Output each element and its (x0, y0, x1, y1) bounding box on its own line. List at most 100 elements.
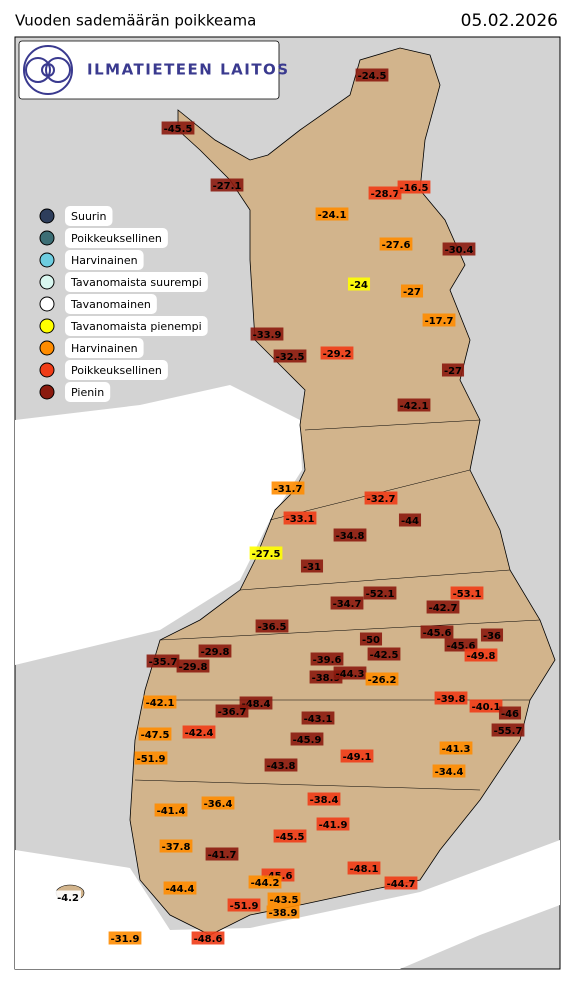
station-label: -44.2 (251, 878, 280, 889)
station-label-box (420, 625, 454, 639)
station-label-box (432, 764, 466, 778)
station-label: -41.4 (157, 806, 186, 817)
station-label-box (355, 68, 389, 82)
station-label: -42.1 (400, 401, 429, 412)
legend-marker (39, 252, 55, 268)
station-label: -27 (444, 366, 462, 377)
station-label-box (422, 313, 456, 327)
station-label-box (161, 121, 195, 135)
station-label-box (367, 647, 401, 661)
station-label-box (154, 803, 188, 817)
station-label: -44.3 (336, 669, 365, 680)
legend-marker (39, 384, 55, 400)
legend-label: Suurin (71, 210, 107, 223)
legend-label-box (65, 360, 168, 380)
legend: Suurin Poikkeuksellinen Harvinainen Tavanom… (39, 206, 208, 402)
station-label: -42.5 (370, 650, 399, 661)
legend-label: Harvinainen (71, 342, 138, 355)
station-label: -39.6 (313, 655, 342, 666)
station-label-box (290, 732, 324, 746)
station-label-box (320, 346, 354, 360)
station-label: -38.9 (312, 673, 341, 684)
station-label-box (398, 513, 422, 527)
station-label: -31.7 (274, 484, 303, 495)
station-label: -47.5 (141, 730, 170, 741)
station-label: -30.4 (445, 245, 474, 256)
station-label: -24 (350, 280, 368, 291)
legend-marker (39, 340, 55, 356)
station-label: -34.8 (336, 531, 365, 542)
station-label: -39.8 (437, 694, 466, 705)
station-label: -24.1 (318, 210, 347, 221)
station-label-box (266, 905, 300, 919)
station-label: -32.7 (367, 494, 396, 505)
station-label-box (198, 644, 232, 658)
station-label: -45.9 (293, 735, 322, 746)
station-label-box (379, 237, 413, 251)
station-label-box (315, 207, 349, 221)
station-label: -27.1 (213, 181, 242, 192)
station-label-box (444, 638, 478, 652)
station-label-box (491, 723, 525, 737)
legend-label-box (65, 382, 111, 402)
station-label: -42.1 (146, 698, 175, 709)
station-label: -26.2 (368, 675, 397, 686)
legend-label: Poikkeuksellinen (71, 364, 162, 377)
station-label: -44.4 (166, 884, 195, 895)
legend-label: Tavanomainen (70, 298, 151, 311)
station-label-box (442, 242, 476, 256)
station-label-box (330, 596, 364, 610)
station-label-box (480, 628, 504, 642)
legend-label: Tavanomaista pienempi (70, 320, 202, 333)
station-label: -24.5 (358, 71, 387, 82)
station-label-box (191, 931, 225, 945)
station-label-box (439, 741, 473, 755)
station-label: -29.8 (179, 662, 208, 673)
station-label-box (316, 817, 350, 831)
station-label-box (267, 892, 301, 906)
legend-label-box (65, 294, 157, 314)
station-label-box (215, 704, 249, 718)
station-label-box (310, 652, 344, 666)
station-label: -40.1 (472, 702, 501, 713)
station-label: -29.8 (201, 647, 230, 658)
station-label-box (400, 284, 424, 298)
station-label: -44.7 (387, 879, 416, 890)
station-label: -43.1 (304, 714, 333, 725)
station-label: -28.7 (371, 189, 400, 200)
logo-text: ILMATIETEEN LAITOS (87, 61, 290, 79)
station-label-box (469, 699, 503, 713)
station-label: -49.1 (343, 752, 372, 763)
station-label: -48.4 (242, 699, 271, 710)
station-label: -43.8 (267, 761, 296, 772)
station-label-box (143, 695, 177, 709)
station-label-box (249, 546, 283, 560)
station-label-box (255, 619, 289, 633)
station-label: -51.9 (230, 901, 259, 912)
station-label: -36.4 (204, 799, 233, 810)
legend-marker (39, 362, 55, 378)
station-label: -33.9 (253, 330, 282, 341)
station-label: -45.5 (164, 124, 193, 135)
station-label: -50 (362, 635, 380, 646)
station-label-box (176, 659, 210, 673)
legend-label-box (65, 272, 208, 292)
legend-marker (39, 230, 55, 246)
station-label: -36 (483, 631, 501, 642)
station-label: -27.6 (382, 240, 411, 251)
station-label-box (271, 481, 305, 495)
station-label-box (450, 586, 484, 600)
stations: -24.5 -45.5 -27.1 -28.7-16.5 -24.1 -27.6 -30.4… (55, 68, 525, 945)
station-label-box (333, 528, 367, 542)
station-label-box (441, 363, 465, 377)
station-label-box (264, 758, 298, 772)
station-label: -45.6 (447, 641, 476, 652)
station-label-box (273, 829, 307, 843)
date: 05.02.2026 (461, 11, 558, 31)
station-label: -29.2 (323, 349, 352, 360)
legend-label-box (65, 206, 113, 226)
station-label: -45.6 (423, 628, 452, 639)
station-label: -16.5 (400, 183, 429, 194)
station-label-box (248, 875, 282, 889)
